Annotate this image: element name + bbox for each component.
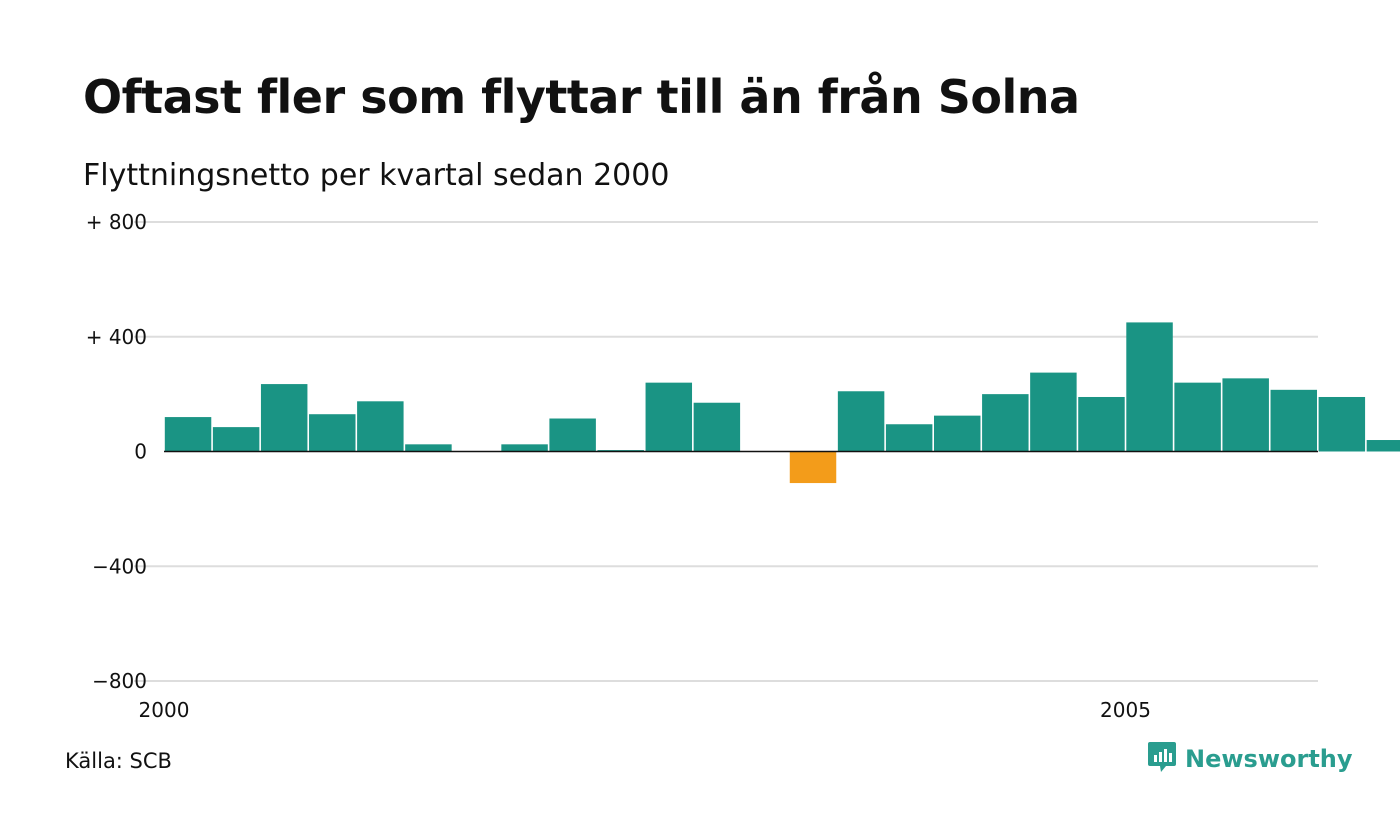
bars (164, 322, 1400, 484)
brand-name: Newsworthy (1185, 745, 1353, 773)
y-tick-label: −400 (92, 554, 147, 578)
gridlines (134, 221, 1318, 682)
chart-subtitle: Flyttningsnetto per kvartal sedan 2000 (83, 158, 670, 193)
bar (405, 444, 452, 452)
y-tick-label: + 800 (86, 210, 147, 234)
bar (501, 444, 548, 452)
bar (309, 414, 356, 452)
x-tick-label: 2005 (1100, 698, 1151, 720)
bar (1126, 322, 1173, 452)
bar (212, 427, 260, 452)
y-tick-label: 0 (134, 440, 147, 464)
bar (789, 451, 837, 484)
bar (982, 394, 1029, 452)
bar (1030, 372, 1077, 452)
chart-title: Oftast fler som flyttar till än från Sol… (83, 70, 1080, 124)
bar (693, 402, 741, 452)
bar (357, 401, 404, 452)
bar (1318, 396, 1366, 452)
bar (934, 415, 981, 452)
brand[interactable]: Newsworthy (1147, 740, 1353, 778)
bar (1270, 389, 1318, 452)
bar (164, 417, 212, 452)
bar (1078, 396, 1125, 452)
bar (1366, 440, 1400, 452)
y-axis-labels: + 800 + 400 0 −400 −800 (86, 210, 147, 693)
newsworthy-logo-icon (1147, 740, 1177, 778)
source-note: Källa: SCB (65, 749, 172, 773)
bar (260, 384, 308, 452)
bar (549, 418, 596, 452)
y-tick-label: −800 (92, 669, 147, 693)
bar (885, 424, 933, 452)
bar (645, 382, 693, 452)
x-axis-labels: 20002005201020152020 (139, 698, 1151, 720)
bar (1174, 382, 1221, 452)
bar (1222, 378, 1269, 452)
y-tick-label: + 400 (86, 325, 147, 349)
bar (837, 391, 885, 452)
x-tick-label: 2000 (139, 698, 190, 720)
